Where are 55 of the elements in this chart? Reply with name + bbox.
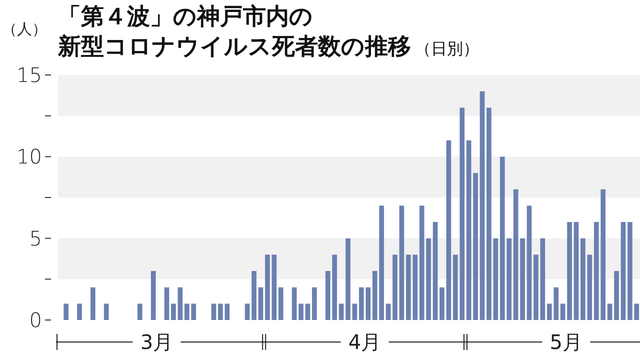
bar: [399, 206, 404, 320]
bar: [520, 238, 525, 320]
bar: [466, 140, 472, 320]
bar: [64, 304, 68, 320]
bar: [567, 222, 572, 320]
bar: [352, 304, 358, 320]
bar: [278, 287, 284, 320]
bar: [440, 287, 444, 320]
bar: [90, 287, 96, 320]
bar: [178, 287, 183, 320]
bar: [244, 304, 250, 320]
bar: [224, 304, 230, 320]
y-tick-label: 10: [16, 144, 42, 169]
bar: [513, 189, 518, 320]
y-axis-title: （人）: [2, 20, 47, 38]
bar: [150, 271, 156, 320]
bar: [560, 304, 566, 320]
bar: [171, 304, 176, 320]
bar: [392, 254, 398, 320]
bar: [486, 108, 492, 320]
bar: [218, 304, 223, 320]
bar: [312, 287, 317, 320]
bar: [338, 304, 344, 320]
bar: [607, 304, 612, 320]
bar: [211, 304, 216, 320]
bar: [473, 173, 478, 320]
bar: [493, 238, 498, 320]
bar: [540, 238, 546, 320]
bar: [137, 304, 142, 320]
bar: [480, 91, 485, 320]
bar: [446, 140, 452, 320]
bar: [526, 206, 532, 320]
bar: [432, 222, 438, 320]
bar: [620, 222, 626, 320]
x-tick-label: 3月: [140, 330, 174, 354]
bar: [164, 287, 170, 320]
y-tick-label: 5: [29, 226, 42, 250]
bar: [386, 304, 391, 320]
x-tick-label: 4月: [348, 330, 382, 354]
bar: [258, 287, 264, 320]
bar: [534, 254, 538, 320]
chart-subtitle: （日別）: [415, 39, 479, 58]
bar: [305, 304, 310, 320]
bar: [252, 271, 256, 320]
bar: [292, 287, 297, 320]
bar: [346, 238, 350, 320]
bar: [574, 222, 579, 320]
y-tick-label: 0: [29, 308, 42, 332]
chart-title: 「第４波」の神戸市内の新型コロナウイルス死者数の推移: [57, 3, 411, 60]
bar: [104, 304, 109, 320]
y-tick-label: 15: [16, 63, 42, 87]
bar: [298, 304, 304, 320]
bar: [614, 271, 619, 320]
bar: [77, 304, 82, 320]
x-tick-label: 5月: [550, 330, 583, 354]
